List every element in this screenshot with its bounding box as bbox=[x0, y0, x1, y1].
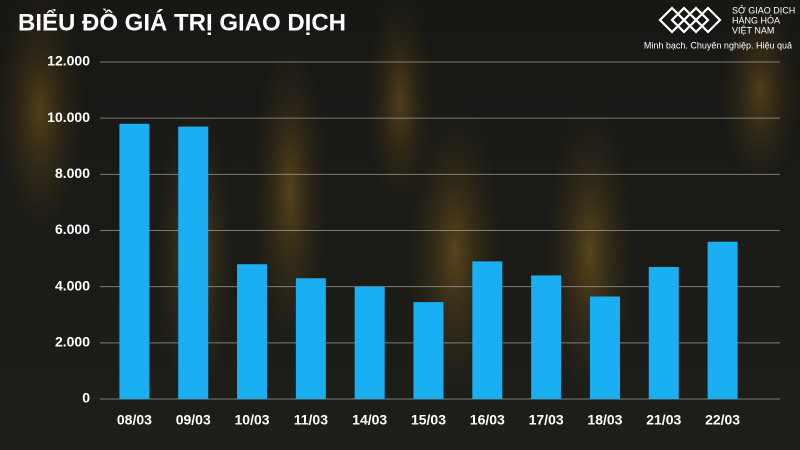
logo: SỞ GIAO DỊCH HÀNG HÓA VIỆT NAM Minh bạch… bbox=[644, 4, 795, 50]
x-tick-label: 14/03 bbox=[352, 412, 387, 428]
x-tick-label: 11/03 bbox=[294, 412, 328, 428]
x-tick-label: 21/03 bbox=[646, 412, 681, 428]
y-tick-label: 12.000 bbox=[47, 53, 90, 69]
chart-title: BIỂU ĐỒ GIÁ TRỊ GIAO DỊCH bbox=[18, 8, 346, 36]
x-tick-label: 15/03 bbox=[411, 412, 446, 428]
y-tick-label: 10.000 bbox=[47, 109, 90, 125]
x-tick-label: 08/03 bbox=[117, 412, 152, 428]
x-tick-label: 10/03 bbox=[235, 412, 270, 428]
bar bbox=[589, 296, 620, 399]
logo-text: VIỆT NAM bbox=[732, 25, 774, 35]
x-tick-label: 17/03 bbox=[529, 412, 564, 428]
y-tick-label: 0 bbox=[82, 390, 90, 406]
bar bbox=[237, 264, 268, 399]
y-tick-label: 8.000 bbox=[55, 165, 90, 181]
bar bbox=[295, 278, 326, 399]
bar bbox=[413, 302, 444, 399]
x-tick-label: 09/03 bbox=[176, 412, 211, 428]
y-tick-label: 6.000 bbox=[55, 221, 90, 237]
bar bbox=[531, 275, 562, 399]
y-tick-label: 2.000 bbox=[55, 334, 90, 350]
x-tick-label: 16/03 bbox=[470, 412, 505, 428]
bar bbox=[648, 267, 679, 399]
bar bbox=[472, 261, 503, 399]
logo-mark bbox=[658, 6, 722, 34]
x-tick-label: 22/03 bbox=[705, 412, 740, 428]
logo-text: SỞ GIAO DỊCH bbox=[732, 4, 795, 15]
bar bbox=[707, 241, 738, 399]
logo-tagline: Minh bạch. Chuyên nghiệp. Hiệu quả bbox=[644, 40, 792, 50]
y-tick-label: 4.000 bbox=[55, 277, 90, 293]
bar bbox=[354, 286, 385, 399]
bar bbox=[178, 126, 209, 399]
bar bbox=[119, 123, 150, 400]
logo-text: HÀNG HÓA bbox=[732, 15, 780, 25]
x-tick-label: 18/03 bbox=[587, 412, 622, 428]
